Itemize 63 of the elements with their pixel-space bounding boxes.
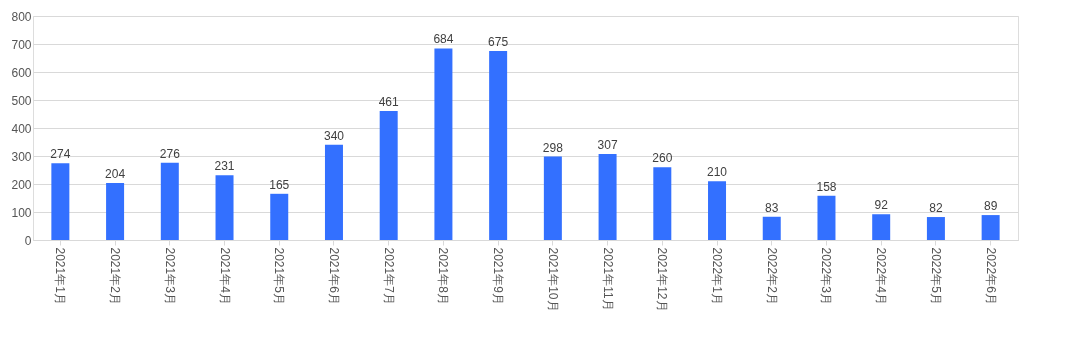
x-tick-label: 2021年9月 bbox=[491, 247, 506, 305]
data-label: 83 bbox=[765, 200, 779, 215]
data-label: 276 bbox=[159, 146, 181, 161]
bar bbox=[653, 167, 672, 240]
y-tick-label: 500 bbox=[11, 93, 32, 108]
y-tick-label: 100 bbox=[11, 205, 32, 220]
x-tick-label: 2022年3月 bbox=[819, 247, 834, 305]
x-tick-label: 2021年5月 bbox=[272, 247, 287, 305]
data-label: 92 bbox=[874, 198, 889, 213]
x-tick-label: 2021年11月 bbox=[600, 247, 615, 311]
data-label: 684 bbox=[433, 32, 454, 47]
bar bbox=[598, 154, 617, 240]
data-label: 675 bbox=[488, 35, 509, 49]
data-label: 231 bbox=[214, 159, 235, 174]
bar bbox=[762, 216, 781, 240]
bar bbox=[543, 156, 562, 240]
bar bbox=[160, 162, 179, 240]
y-tick-label: 700 bbox=[11, 37, 32, 52]
data-label: 165 bbox=[269, 177, 290, 192]
x-tick-label: 2021年3月 bbox=[162, 247, 177, 305]
bar bbox=[324, 144, 343, 240]
x-tick-label: 2022年1月 bbox=[710, 247, 725, 305]
bar bbox=[215, 175, 234, 240]
y-tick-label: 600 bbox=[11, 65, 32, 80]
x-tick-label: 2021年10月 bbox=[545, 247, 560, 312]
bar bbox=[51, 163, 70, 240]
data-label: 340 bbox=[323, 128, 345, 143]
data-label: 210 bbox=[707, 165, 728, 180]
x-tick-label: 2021年12月 bbox=[655, 247, 670, 312]
bar bbox=[434, 48, 453, 240]
x-tick-label: 2021年4月 bbox=[217, 247, 232, 305]
data-label: 204 bbox=[105, 166, 126, 181]
bar bbox=[872, 214, 891, 240]
x-tick-label: 2022年2月 bbox=[764, 247, 779, 305]
data-label: 461 bbox=[378, 94, 400, 109]
y-tick-label: 300 bbox=[11, 149, 32, 164]
data-label: 307 bbox=[597, 138, 618, 153]
x-tick-label: 2021年7月 bbox=[381, 247, 396, 305]
data-label: 274 bbox=[50, 147, 71, 162]
x-tick-label: 2022年6月 bbox=[983, 247, 998, 305]
bar bbox=[489, 51, 508, 240]
y-tick-label: 0 bbox=[24, 233, 32, 248]
x-tick-label: 2021年6月 bbox=[326, 247, 341, 305]
y-tick-label: 400 bbox=[11, 121, 32, 136]
bar bbox=[379, 110, 398, 240]
x-tick-label: 2021年8月 bbox=[436, 247, 451, 305]
bar bbox=[270, 193, 289, 240]
data-label: 158 bbox=[816, 179, 837, 194]
data-label: 260 bbox=[652, 151, 673, 166]
x-tick-label: 2021年2月 bbox=[108, 247, 123, 305]
bar bbox=[708, 181, 727, 240]
y-tick-label: 200 bbox=[11, 177, 32, 192]
bar bbox=[106, 182, 125, 240]
data-label: 89 bbox=[983, 199, 998, 214]
data-label: 82 bbox=[929, 201, 943, 216]
x-tick-label: 2021年1月 bbox=[53, 247, 68, 305]
data-label: 298 bbox=[542, 140, 564, 155]
y-tick-label: 800 bbox=[11, 9, 32, 24]
bar bbox=[817, 195, 836, 240]
x-tick-label: 2022年5月 bbox=[928, 247, 943, 305]
bar bbox=[981, 215, 1000, 240]
x-tick-label: 2022年4月 bbox=[874, 247, 889, 305]
bar bbox=[926, 217, 945, 240]
